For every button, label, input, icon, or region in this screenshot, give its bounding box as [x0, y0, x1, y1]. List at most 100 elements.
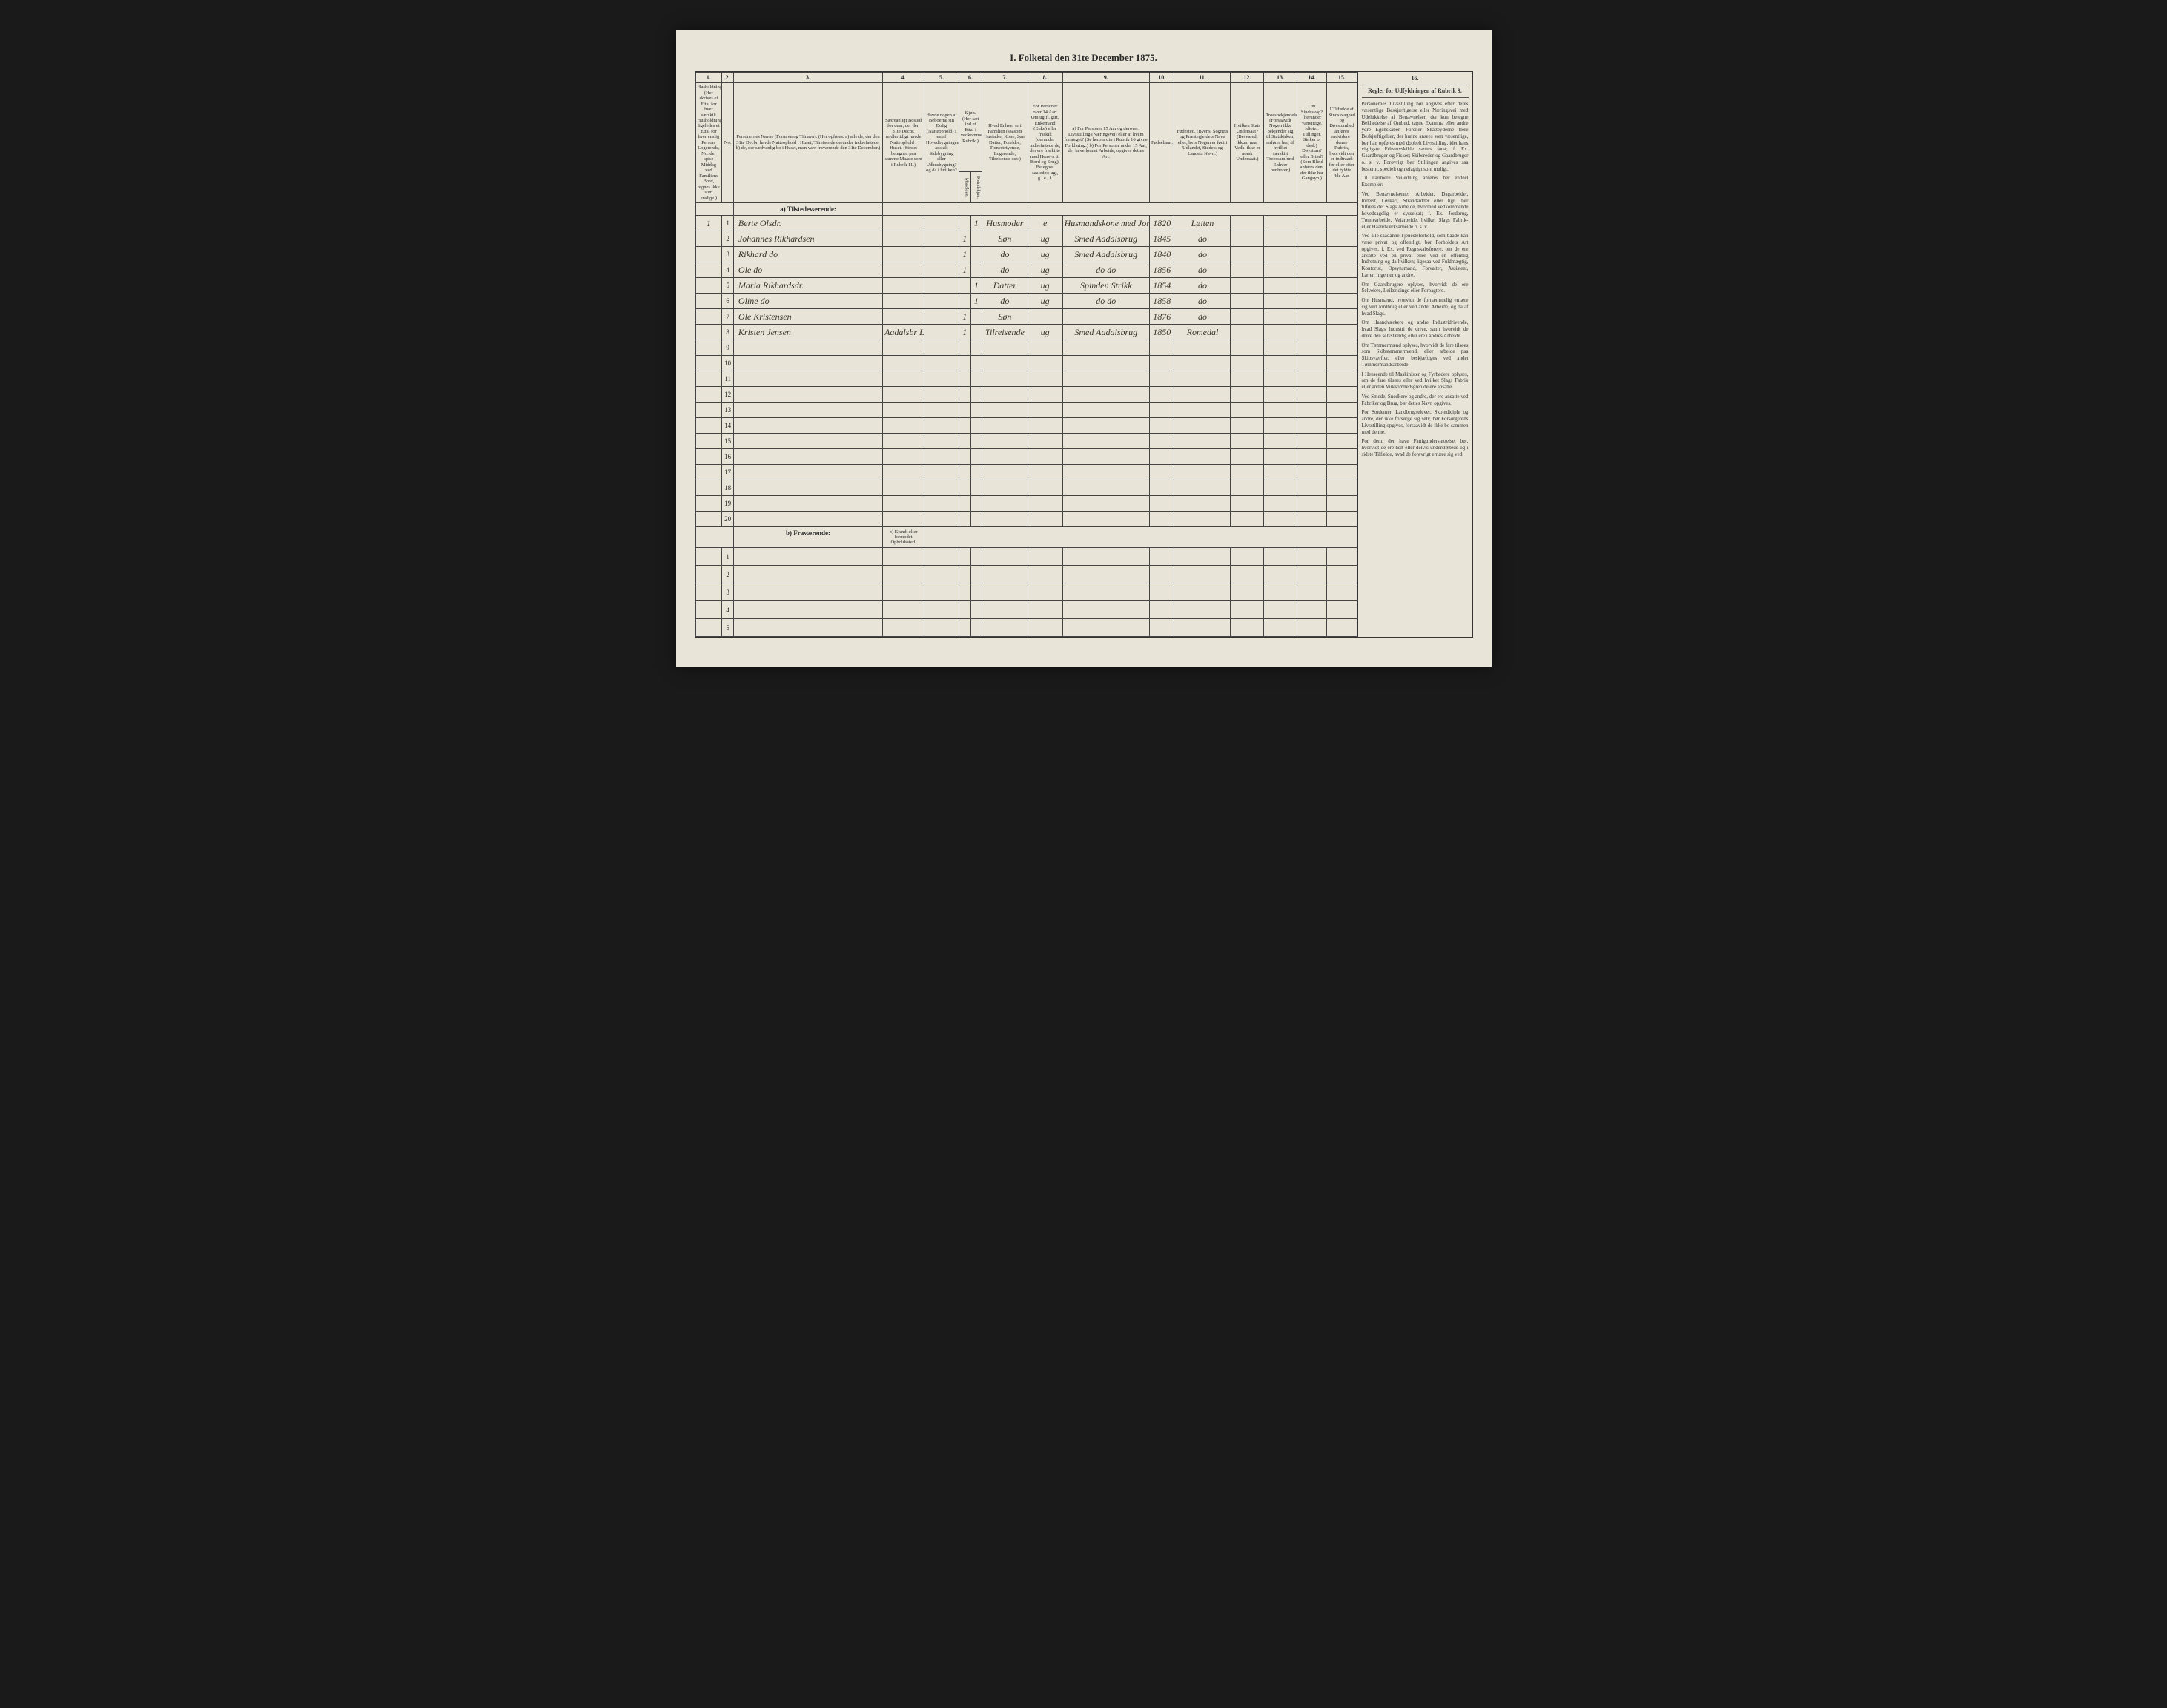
table-row-empty: 14: [695, 418, 1357, 434]
rules-p11: For Studenter, Landbrugselever, Skoledic…: [1362, 409, 1469, 435]
cell-rownum: 14: [722, 418, 734, 434]
cell-rownum: 9: [722, 340, 734, 356]
table-row-empty: 11: [695, 371, 1357, 387]
rules-p12: For dem, der have Fattigunderstøttelse, …: [1362, 438, 1469, 457]
cell-building: [924, 278, 959, 294]
cell-female: 1: [970, 294, 982, 309]
h6: Kjøn. (Her sæt ind et Ettal i vedkommend…: [959, 83, 982, 172]
table-row-empty: 16: [695, 449, 1357, 465]
cell-citizen: [1231, 216, 1264, 231]
cell-rownum: 2: [722, 566, 734, 583]
cell-name: Oline do: [733, 294, 882, 309]
cell-relation: Søn: [982, 231, 1028, 247]
cell-female: [970, 247, 982, 262]
cell-occupation: Husmandskone med Jord Strikning: [1062, 216, 1149, 231]
table-row-empty: 19: [695, 496, 1357, 512]
cell-building: [924, 216, 959, 231]
cell-disability: [1297, 231, 1326, 247]
cell-household: [695, 262, 722, 278]
table-row-absent-empty: 1: [695, 548, 1357, 566]
cell-residence: [883, 262, 924, 278]
cell-residence: [883, 231, 924, 247]
colnum-1: 1.: [695, 73, 722, 83]
cell-household: [695, 309, 722, 325]
h15: I Tilfælde af Sindssvaghed og Døvstumhed…: [1327, 83, 1357, 203]
cell-birthyear: 1858: [1149, 294, 1174, 309]
h4: Sædvanligt Bosted for dem, der den 31te …: [883, 83, 924, 203]
h6b: Kvindekjøn.: [970, 172, 982, 203]
table-row-absent-empty: 4: [695, 601, 1357, 619]
cell-occupation: Smed Aadalsbrug: [1062, 325, 1149, 340]
cell-name: Ole Kristensen: [733, 309, 882, 325]
cell-name: Kristen Jensen: [733, 325, 882, 340]
cell-relation: do: [982, 262, 1028, 278]
cell-residence: [883, 294, 924, 309]
cell-rownum: 10: [722, 356, 734, 371]
colnum-14: 14.: [1297, 73, 1326, 83]
cell-occupation: do do: [1062, 262, 1149, 278]
colnum-8: 8.: [1028, 73, 1062, 83]
cell-civil: ug: [1028, 325, 1062, 340]
cell-rownum: 8: [722, 325, 734, 340]
colnum-5: 5.: [924, 73, 959, 83]
cell-household: [695, 247, 722, 262]
table-row: 5Maria Rikhardsdr.1DatterugSpinden Strik…: [695, 278, 1357, 294]
cell-rownum: 1: [722, 216, 734, 231]
cell-building: [924, 247, 959, 262]
cell-name: Berte Olsdr.: [733, 216, 882, 231]
cell-rownum: 3: [722, 247, 734, 262]
cell-religion: [1264, 278, 1297, 294]
cell-rownum: 11: [722, 371, 734, 387]
cell-household: [695, 278, 722, 294]
cell-male: 1: [959, 309, 970, 325]
cell-disability-age: [1327, 294, 1357, 309]
table-row-empty: 10: [695, 356, 1357, 371]
h9: a) For Personer 15 Aar og derover: Livss…: [1062, 83, 1149, 203]
cell-birthplace: Romedal: [1174, 325, 1231, 340]
cell-male: [959, 216, 970, 231]
cell-residence: [883, 216, 924, 231]
section-present: a) Tilstedeværende:: [695, 203, 1357, 216]
cell-rownum: 18: [722, 480, 734, 496]
colnum-9: 9.: [1062, 73, 1149, 83]
cell-female: [970, 262, 982, 278]
cell-building: [924, 294, 959, 309]
colnum-15: 15.: [1327, 73, 1357, 83]
cell-rownum: 12: [722, 387, 734, 403]
colnum-13: 13.: [1264, 73, 1297, 83]
cell-birthplace: do: [1174, 231, 1231, 247]
colnum-4: 4.: [883, 73, 924, 83]
cell-relation: Tilreisende: [982, 325, 1028, 340]
cell-name: Maria Rikhardsdr.: [733, 278, 882, 294]
cell-rownum: 16: [722, 449, 734, 465]
table-row: 4Ole do1dougdo do1856do: [695, 262, 1357, 278]
cell-disability-age: [1327, 247, 1357, 262]
table-row: 11Berte Olsdr.1HusmodereHusmandskone med…: [695, 216, 1357, 231]
cell-male: [959, 294, 970, 309]
cell-building: [924, 325, 959, 340]
cell-relation: Husmoder: [982, 216, 1028, 231]
cell-household: [695, 231, 722, 247]
table-row: 3Rikhard do1dougSmed Aadalsbrug1840do: [695, 247, 1357, 262]
rules-p8: Om Tømmermænd oplyses, hvorvidt de fare …: [1362, 342, 1469, 368]
cell-household: 1: [695, 216, 722, 231]
cell-disability-age: [1327, 216, 1357, 231]
cell-building: [924, 262, 959, 278]
table-row: 8Kristen JensenAadalsbr Løiten1Tilreisen…: [695, 325, 1357, 340]
cell-birthyear: 1850: [1149, 325, 1174, 340]
rules-p9: I Henseende til Maskinister og Fyrbødere…: [1362, 371, 1469, 391]
cell-disability: [1297, 278, 1326, 294]
cell-rownum: 5: [722, 278, 734, 294]
cell-name: Rikhard do: [733, 247, 882, 262]
cell-rownum: 4: [722, 601, 734, 619]
cell-residence: [883, 309, 924, 325]
cell-disability-age: [1327, 309, 1357, 325]
h7: Hvad Enhver er i Familien (saasom Husfad…: [982, 83, 1028, 203]
colnum-12: 12.: [1231, 73, 1264, 83]
cell-disability: [1297, 325, 1326, 340]
colnum-3: 3.: [733, 73, 882, 83]
h1: Husholdninger. (Her skrives et Ettal for…: [695, 83, 722, 203]
table-area: 1. 2. 3. 4. 5. 6. 7. 8. 9. 10. 11. 12. 1…: [695, 71, 1358, 638]
cell-rownum: 20: [722, 512, 734, 527]
cell-civil: ug: [1028, 278, 1062, 294]
